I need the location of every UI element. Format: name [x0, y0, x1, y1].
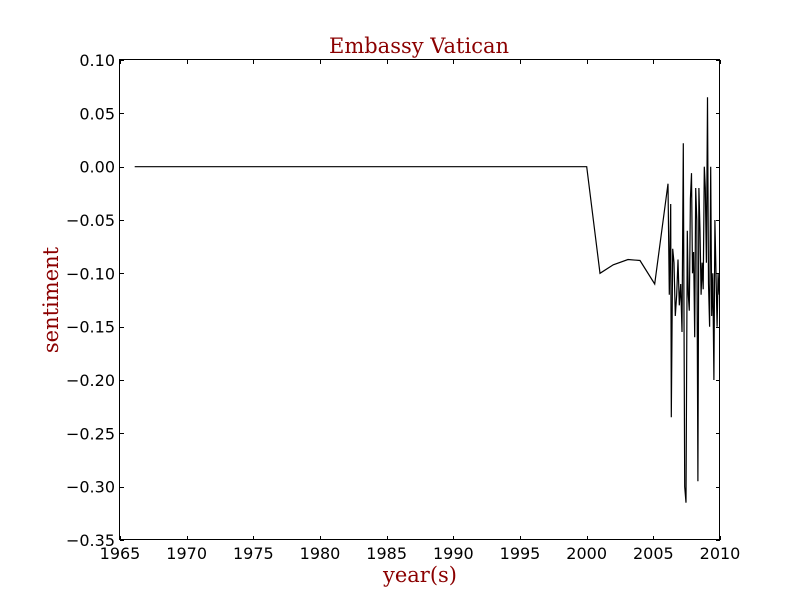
y-tick-label: −0.20: [66, 371, 115, 390]
y-tick-label: −0.35: [66, 531, 115, 550]
chart-title: Embassy Vatican: [329, 34, 509, 58]
x-tick-label: 2005: [633, 544, 674, 563]
x-axis: 1965 1970 1975 1980 1985 1990 1995 2000 2005 2010: [100, 60, 741, 563]
x-tick-label: 1980: [300, 544, 341, 563]
x-axis-label: year(s): [382, 563, 457, 587]
x-tick-label: 2010: [700, 544, 741, 563]
y-tick-label: −0.10: [66, 264, 115, 283]
plot-frame: [119, 59, 720, 540]
y-tick-label: −0.15: [66, 318, 115, 337]
y-tick-label: −0.25: [66, 424, 115, 443]
x-tick-label: 2000: [566, 544, 607, 563]
x-tick-label: 1990: [433, 544, 474, 563]
y-tick-label: −0.30: [66, 478, 115, 497]
y-tick-label: −0.05: [66, 211, 115, 230]
y-axis-label: sentiment: [39, 246, 63, 353]
x-tick-label: 1975: [233, 544, 274, 563]
x-tick-label: 1965: [100, 544, 141, 563]
x-tick-label: 1970: [166, 544, 207, 563]
y-axis: 0.10 0.05 0.00 −0.05 −0.10 −0.15 −0.20 −0.25 −0.…: [66, 51, 720, 550]
y-tick-label: 0.05: [79, 104, 115, 123]
series-layer: [134, 97, 720, 503]
x-tick-label: 1995: [500, 544, 541, 563]
y-tick-label: 0.00: [79, 158, 115, 177]
x-tick-label: 1985: [366, 544, 407, 563]
sentiment-line: [134, 97, 720, 503]
y-tick-label: 0.10: [79, 51, 115, 70]
